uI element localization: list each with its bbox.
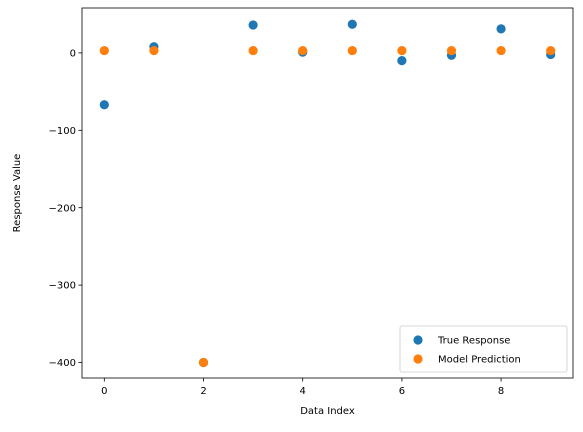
y-tick-label: 0 bbox=[70, 48, 76, 59]
legend: True Response Model Prediction bbox=[399, 325, 568, 373]
point-true-response-0 bbox=[99, 100, 109, 110]
y-axis-label: Response Value bbox=[12, 154, 23, 233]
x-axis-label: Data Index bbox=[300, 406, 355, 417]
legend-marker bbox=[413, 335, 423, 345]
point-model-prediction-6 bbox=[397, 45, 407, 56]
point-true-response-8 bbox=[496, 24, 506, 34]
y-tick-label: −300 bbox=[49, 281, 76, 292]
point-model-prediction-3 bbox=[248, 45, 258, 56]
point-model-prediction-7 bbox=[446, 45, 457, 56]
x-axis-ticks: 0 2 4 6 8 bbox=[101, 378, 504, 397]
point-model-prediction-5 bbox=[347, 45, 357, 56]
legend-label: Model Prediction bbox=[438, 355, 521, 366]
point-model-prediction-4 bbox=[298, 45, 308, 56]
point-model-prediction-8 bbox=[496, 45, 506, 56]
legend-box bbox=[399, 325, 568, 373]
point-model-prediction-2 bbox=[198, 357, 209, 368]
legend-label: True Response bbox=[437, 336, 510, 347]
point-model-prediction-9 bbox=[546, 45, 556, 56]
y-tick-label: −100 bbox=[49, 126, 76, 137]
point-true-response-3 bbox=[248, 20, 258, 30]
point-true-response-5 bbox=[347, 19, 357, 29]
x-tick-label: 4 bbox=[300, 386, 306, 397]
y-tick-label: −400 bbox=[49, 358, 76, 369]
y-tick-label: −200 bbox=[49, 203, 76, 214]
point-model-prediction-0 bbox=[99, 45, 109, 56]
x-tick-label: 2 bbox=[200, 386, 206, 397]
x-tick-label: 6 bbox=[399, 386, 405, 397]
plot-frame bbox=[81, 7, 574, 379]
x-tick-label: 0 bbox=[101, 386, 107, 397]
x-tick-label: 8 bbox=[498, 386, 504, 397]
point-true-response-6 bbox=[397, 56, 407, 66]
data-points bbox=[99, 19, 556, 368]
point-model-prediction-1 bbox=[149, 45, 159, 56]
y-axis-ticks: 0 −100 −200 −300 −400 bbox=[49, 48, 82, 369]
legend-marker bbox=[413, 354, 423, 364]
